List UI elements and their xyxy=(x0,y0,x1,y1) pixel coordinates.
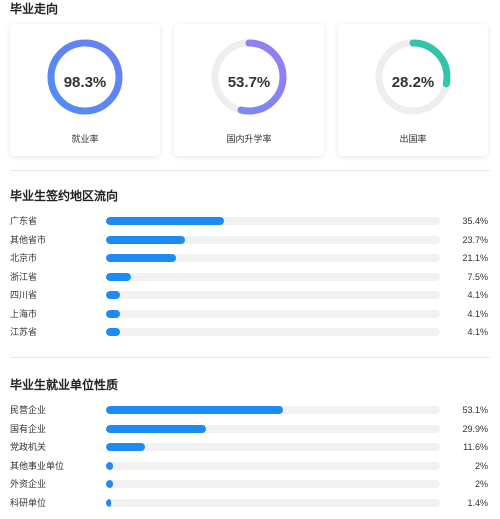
employer-type-row: 科研单位 1.4% xyxy=(10,496,490,510)
employment-rate-ring xyxy=(47,39,123,115)
employer-type-row: 民营企业 53.1% xyxy=(10,403,490,417)
study-abroad-rate-card: 28.2% 出国率 xyxy=(338,24,488,156)
bar-label: 科研单位 xyxy=(10,497,47,508)
domestic-study-rate-label: 国内升学率 xyxy=(226,134,272,144)
region-row: 浙江省 7.5% xyxy=(10,270,490,284)
bar-value: 11.6% xyxy=(463,442,488,452)
bar-value: 4.1% xyxy=(467,327,488,337)
bar-label: 民营企业 xyxy=(10,405,47,415)
bar-fill xyxy=(106,254,177,262)
employment-rate-value: 98.3% xyxy=(63,74,107,91)
bar-track xyxy=(106,328,440,336)
bar-value: 1.4% xyxy=(467,497,488,508)
bar-value: 21.1% xyxy=(462,253,488,263)
employer-type-row: 国有企业 29.9% xyxy=(10,422,490,436)
bar-track xyxy=(106,480,440,488)
bar-label: 四川省 xyxy=(10,290,38,300)
bar-value: 2% xyxy=(474,460,488,471)
bar-label: 其他事业单位 xyxy=(10,460,65,471)
domestic-study-rate-ring-arc xyxy=(211,39,287,115)
employment-rate-label: 就业率 xyxy=(71,134,99,144)
bar-value: 2% xyxy=(474,479,488,489)
employer-type-row: 其他事业单位 2% xyxy=(10,459,490,473)
bar-fill xyxy=(106,309,120,318)
bar-value: 29.9% xyxy=(462,423,488,434)
bar-fill xyxy=(106,498,111,507)
bar-value: 4.1% xyxy=(467,308,488,319)
region-row: 北京市 21.1% xyxy=(10,251,490,265)
bar-fill xyxy=(106,272,132,281)
bar-label: 浙江省 xyxy=(10,271,38,282)
bar-label: 北京市 xyxy=(10,253,38,263)
bar-fill xyxy=(106,291,120,299)
study-abroad-rate-ring xyxy=(375,39,451,115)
bar-track xyxy=(106,461,440,470)
bar-label: 外资企业 xyxy=(10,479,47,489)
bar-track xyxy=(106,254,440,262)
bar-value: 7.5% xyxy=(467,271,488,282)
bar-track xyxy=(106,235,440,244)
domestic-study-rate-ring xyxy=(211,39,287,115)
bar-label: 其他省市 xyxy=(10,234,47,245)
domestic-study-rate-card: 53.7% 国内升学率 xyxy=(174,24,324,156)
destination-title: 毕业走向 xyxy=(10,2,59,16)
region-row: 上海市 4.1% xyxy=(10,307,490,321)
section-divider xyxy=(10,170,490,171)
bar-fill xyxy=(106,461,113,470)
bar-track xyxy=(106,443,440,451)
bar-label: 广东省 xyxy=(10,216,38,226)
employment-rate-ring-arc xyxy=(47,39,123,115)
bar-track xyxy=(106,406,440,414)
bar-fill xyxy=(106,235,186,244)
bar-track xyxy=(106,309,440,318)
employer-type-row: 党政机关 11.6% xyxy=(10,440,490,454)
bar-track xyxy=(106,217,440,225)
region-row: 广东省 35.4% xyxy=(10,214,490,228)
bar-track xyxy=(106,291,440,299)
bar-value: 53.1% xyxy=(462,405,488,415)
bar-fill xyxy=(106,217,225,225)
section-divider xyxy=(10,357,490,358)
study-abroad-rate-value: 28.2% xyxy=(391,74,435,91)
region-flow-title: 毕业生签约地区流向 xyxy=(10,189,119,203)
employer-type-row: 外资企业 2% xyxy=(10,477,490,491)
study-abroad-rate-label: 出国率 xyxy=(399,134,427,144)
bar-value: 4.1% xyxy=(467,290,488,300)
bar-value: 23.7% xyxy=(462,234,488,245)
employment-rate-card: 98.3% 就业率 xyxy=(10,24,160,156)
domestic-study-rate-value: 53.7% xyxy=(227,74,271,91)
bar-track xyxy=(106,498,440,507)
region-row: 江苏省 4.1% xyxy=(10,325,490,339)
bar-label: 国有企业 xyxy=(10,423,47,434)
employer-type-title: 毕业生就业单位性质 xyxy=(10,378,119,392)
bar-fill xyxy=(106,443,145,451)
bar-fill xyxy=(106,406,284,414)
bar-label: 江苏省 xyxy=(10,327,38,337)
bar-track xyxy=(106,272,440,281)
bar-label: 上海市 xyxy=(10,308,38,319)
bar-fill xyxy=(106,480,113,488)
bar-fill xyxy=(106,328,120,336)
bar-value: 35.4% xyxy=(462,216,488,226)
region-row: 四川省 4.1% xyxy=(10,288,490,302)
bar-track xyxy=(106,424,440,433)
bar-fill xyxy=(106,424,206,433)
region-row: 其他省市 23.7% xyxy=(10,233,490,247)
study-abroad-rate-ring-arc xyxy=(375,39,451,115)
bar-label: 党政机关 xyxy=(10,442,47,452)
